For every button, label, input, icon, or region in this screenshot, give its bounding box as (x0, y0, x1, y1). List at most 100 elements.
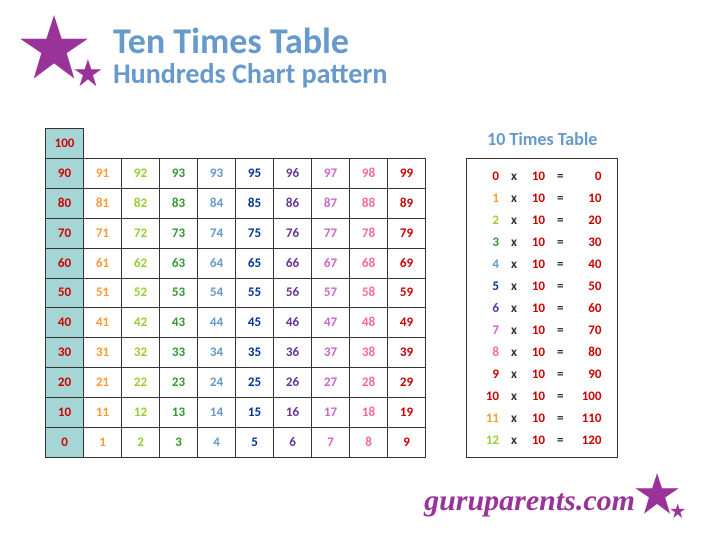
star-icon (635, 473, 690, 528)
hundreds-cell: 51 (84, 278, 122, 308)
hundreds-cell: 69 (388, 248, 426, 278)
hundreds-cell: 8 (350, 428, 388, 458)
hundreds-cell: 5 (236, 428, 274, 458)
tt-b: 10 (523, 341, 551, 363)
times-table: 0x10=01x10=102x10=203x10=304x10=405x10=5… (466, 158, 618, 458)
hundreds-cell (198, 129, 236, 159)
hundreds-cell: 64 (198, 248, 236, 278)
hundreds-cell: 44 (198, 308, 236, 338)
hundreds-cell: 42 (122, 308, 160, 338)
hundreds-cell: 48 (350, 308, 388, 338)
hundreds-cell: 9 (388, 428, 426, 458)
hundreds-cell: 4 (198, 428, 236, 458)
hundreds-cell: 21 (84, 368, 122, 398)
hundreds-chart: 1009091929393959697989980818283848586878… (45, 128, 426, 458)
hundreds-cell: 86 (274, 188, 312, 218)
hundreds-cell: 68 (350, 248, 388, 278)
hundreds-cell: 18 (350, 398, 388, 428)
hundreds-cell: 80 (46, 188, 84, 218)
page-title-line2: Hundreds Chart pattern (113, 59, 387, 90)
tt-a: 10 (477, 385, 505, 407)
tt-eq: = (551, 385, 569, 407)
hundreds-cell: 83 (160, 188, 198, 218)
tt-eq: = (551, 297, 569, 319)
hundreds-cell: 20 (46, 368, 84, 398)
hundreds-cell: 37 (312, 338, 350, 368)
tt-eq: = (551, 231, 569, 253)
tt-eq: = (551, 341, 569, 363)
tt-r: 40 (569, 253, 607, 275)
header: Ten Times Table Hundreds Chart pattern (0, 0, 720, 108)
hundreds-cell (274, 129, 312, 159)
tt-eq: = (551, 429, 569, 451)
hundreds-cell: 73 (160, 218, 198, 248)
hundreds-cell: 26 (274, 368, 312, 398)
tt-a: 3 (477, 231, 505, 253)
tt-eq: = (551, 275, 569, 297)
hundreds-cell: 29 (388, 368, 426, 398)
hundreds-cell: 22 (122, 368, 160, 398)
hundreds-cell: 67 (312, 248, 350, 278)
tt-r: 110 (569, 407, 607, 429)
hundreds-cell (84, 129, 122, 159)
hundreds-cell: 58 (350, 278, 388, 308)
hundreds-cell: 6 (274, 428, 312, 458)
tt-eq: = (551, 407, 569, 429)
tt-b: 10 (523, 187, 551, 209)
tt-a: 7 (477, 319, 505, 341)
hundreds-cell: 14 (198, 398, 236, 428)
page-title-line1: Ten Times Table (113, 23, 387, 59)
tt-a: 2 (477, 209, 505, 231)
hundreds-cell: 74 (198, 218, 236, 248)
hundreds-cell: 88 (350, 188, 388, 218)
hundreds-cell: 85 (236, 188, 274, 218)
hundreds-cell: 71 (84, 218, 122, 248)
hundreds-cell: 33 (160, 338, 198, 368)
hundreds-cell: 90 (46, 158, 84, 188)
hundreds-cell: 79 (388, 218, 426, 248)
hundreds-cell: 27 (312, 368, 350, 398)
tt-b: 10 (523, 385, 551, 407)
tt-x: x (505, 165, 523, 187)
hundreds-cell: 30 (46, 338, 84, 368)
hundreds-cell: 98 (350, 158, 388, 188)
hundreds-cell: 50 (46, 278, 84, 308)
hundreds-cell: 95 (236, 158, 274, 188)
hundreds-cell (350, 129, 388, 159)
hundreds-cell: 10 (46, 398, 84, 428)
tt-a: 6 (477, 297, 505, 319)
tt-x: x (505, 429, 523, 451)
tt-x: x (505, 341, 523, 363)
hundreds-cell: 92 (122, 158, 160, 188)
tt-x: x (505, 231, 523, 253)
tt-r: 20 (569, 209, 607, 231)
hundreds-cell: 1 (84, 428, 122, 458)
hundreds-cell: 96 (274, 158, 312, 188)
hundreds-cell: 99 (388, 158, 426, 188)
hundreds-cell: 49 (388, 308, 426, 338)
hundreds-cell: 2 (122, 428, 160, 458)
tt-x: x (505, 363, 523, 385)
star-icon (20, 15, 105, 98)
tt-r: 70 (569, 319, 607, 341)
tt-x: x (505, 297, 523, 319)
hundreds-cell: 16 (274, 398, 312, 428)
hundreds-cell: 66 (274, 248, 312, 278)
tt-a: 11 (477, 407, 505, 429)
tt-b: 10 (523, 231, 551, 253)
hundreds-cell: 36 (274, 338, 312, 368)
tt-r: 90 (569, 363, 607, 385)
hundreds-cell: 45 (236, 308, 274, 338)
hundreds-cell: 100 (46, 129, 84, 159)
hundreds-cell: 25 (236, 368, 274, 398)
hundreds-cell: 77 (312, 218, 350, 248)
hundreds-cell (388, 129, 426, 159)
tt-b: 10 (523, 275, 551, 297)
hundreds-cell: 84 (198, 188, 236, 218)
tt-b: 10 (523, 319, 551, 341)
tt-eq: = (551, 253, 569, 275)
tt-a: 12 (477, 429, 505, 451)
hundreds-cell: 63 (160, 248, 198, 278)
hundreds-cell (236, 129, 274, 159)
tt-b: 10 (523, 253, 551, 275)
